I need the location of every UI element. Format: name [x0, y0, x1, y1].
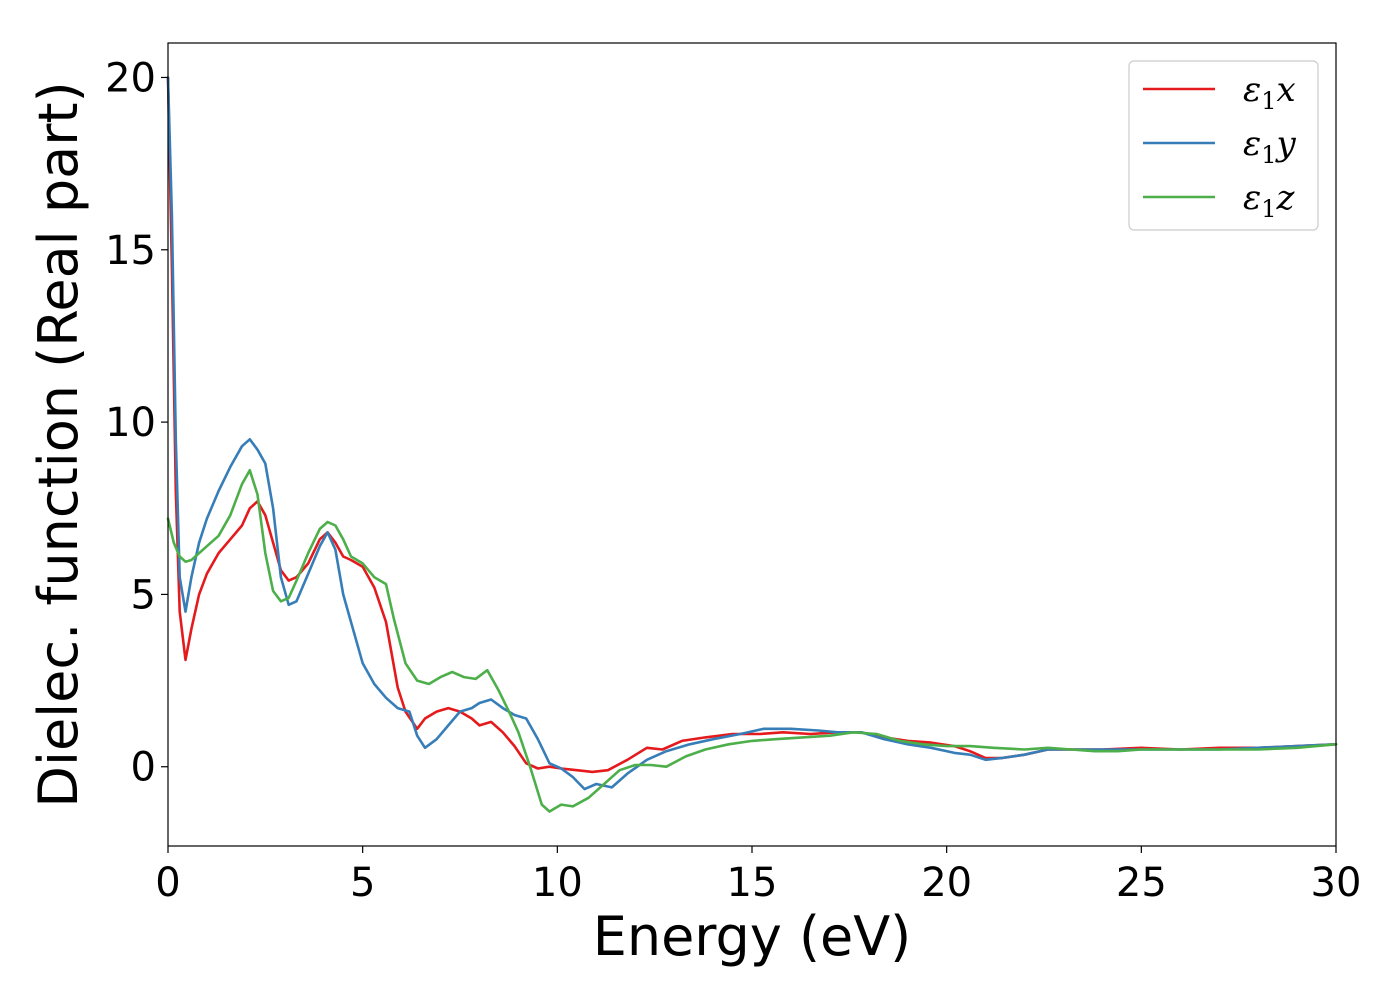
y-tick-label: 15 [105, 228, 156, 274]
x-tick-label: 25 [1116, 860, 1167, 906]
y-tick-label: 20 [105, 55, 156, 101]
series-lines [166, 76, 1338, 813]
legend-label-x: ε1x [1243, 70, 1296, 115]
x-tick-label: 20 [921, 860, 972, 906]
y-axis-label: Dielec. function (Real part) [27, 81, 90, 807]
x-tick-label: 15 [727, 860, 778, 906]
x-tick-label: 5 [350, 860, 375, 906]
legend-label-z: ε1z [1243, 178, 1296, 223]
legend: ε1x ε1y ε1z [1128, 60, 1319, 231]
x-axis-label: Energy (eV) [593, 905, 912, 968]
x-tick-label: 0 [155, 860, 180, 906]
axis-ticks: 0 5 10 15 20 25 30 0 5 10 15 20 [105, 55, 1361, 906]
x-tick-label: 30 [1311, 860, 1362, 906]
y-tick-label: 0 [131, 745, 156, 791]
x-tick-label: 10 [532, 860, 583, 906]
legend-label-y: ε1y [1243, 124, 1297, 169]
y-tick-label: 10 [105, 400, 156, 446]
series-line-z [166, 468, 1338, 813]
series-line-y [166, 76, 1338, 791]
legend-box [1128, 60, 1319, 231]
y-tick-label: 5 [131, 572, 156, 618]
